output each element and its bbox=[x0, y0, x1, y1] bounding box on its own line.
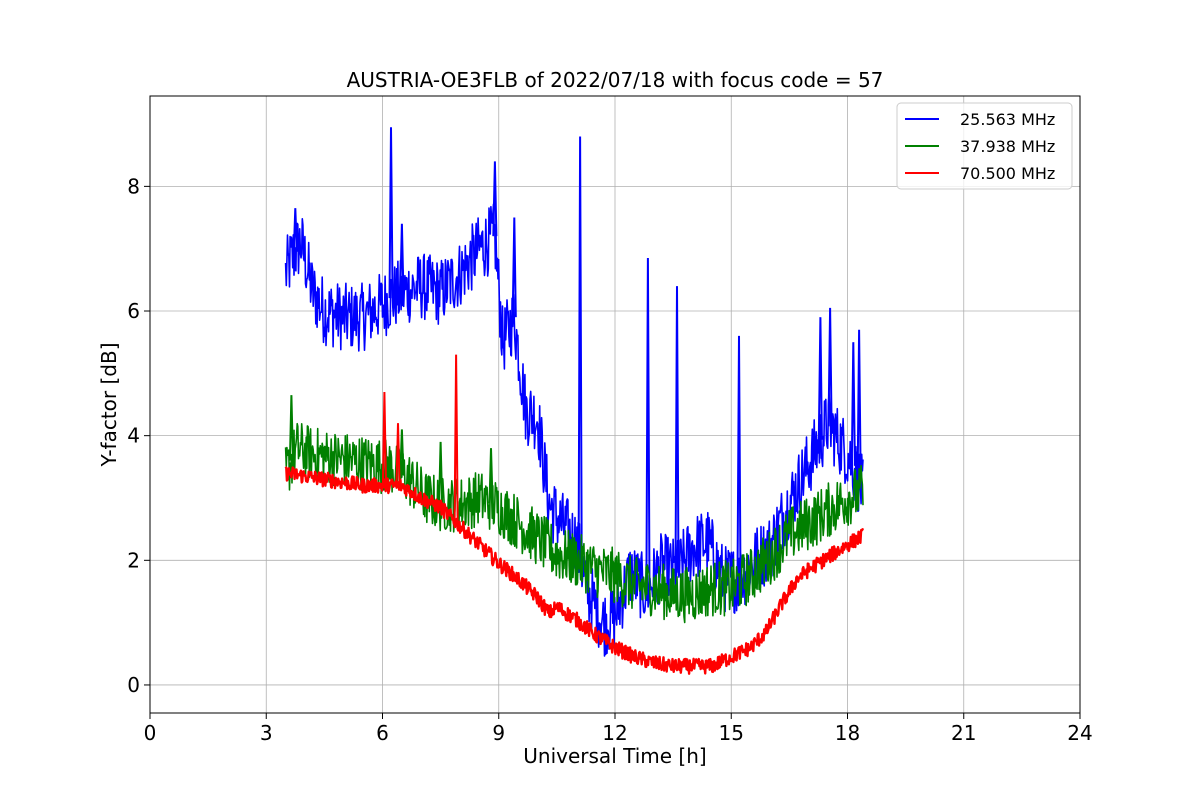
series-spike bbox=[292, 208, 298, 252]
series-70-500-mhz bbox=[284, 354, 865, 675]
x-tick-label: 18 bbox=[835, 721, 860, 745]
x-tick-label: 12 bbox=[602, 721, 627, 745]
series-spike bbox=[399, 429, 405, 475]
x-tick-label: 24 bbox=[1067, 721, 1092, 745]
series-spike bbox=[736, 335, 742, 580]
series-spike bbox=[577, 136, 583, 559]
x-tick-label: 9 bbox=[492, 721, 505, 745]
legend-box bbox=[896, 102, 1073, 190]
x-tick-label: 15 bbox=[719, 721, 744, 745]
legend: 25.563 MHz 37.938 MHz 70.500 MHz bbox=[896, 102, 1073, 190]
x-axis: 0 3 6 9 12 15 18 21 24 bbox=[144, 713, 1093, 745]
legend-label: 25.563 MHz bbox=[960, 110, 1055, 129]
series-line bbox=[284, 466, 865, 675]
series-spike bbox=[827, 307, 833, 427]
legend-label: 70.500 MHz bbox=[960, 164, 1055, 183]
y-tick-label: 2 bbox=[127, 548, 140, 572]
y-tick-label: 4 bbox=[127, 424, 140, 448]
series-spike bbox=[388, 127, 394, 299]
x-axis-label: Universal Time [h] bbox=[523, 744, 706, 768]
series-spike bbox=[381, 391, 387, 486]
series-spike bbox=[856, 329, 862, 482]
series-spike bbox=[850, 342, 856, 466]
y-tick-label: 6 bbox=[127, 299, 140, 323]
series-spike bbox=[399, 223, 405, 293]
y-axis: 0 2 4 6 8 bbox=[127, 174, 150, 697]
series-spike bbox=[511, 217, 517, 318]
series-spike bbox=[488, 448, 494, 504]
series-spike bbox=[492, 161, 498, 237]
series-37-938-mhz bbox=[284, 395, 864, 624]
x-tick-label: 0 bbox=[144, 721, 157, 745]
x-tick-label: 3 bbox=[260, 721, 273, 745]
chart-title: AUSTRIA-OE3FLB of 2022/07/18 with focus … bbox=[347, 68, 884, 92]
series-spike bbox=[288, 395, 294, 461]
series-spike bbox=[453, 354, 459, 523]
y-tick-label: 0 bbox=[127, 673, 140, 697]
legend-label: 37.938 MHz bbox=[960, 137, 1055, 156]
x-tick-label: 21 bbox=[951, 721, 976, 745]
series-spike bbox=[645, 257, 651, 589]
series-spike bbox=[395, 423, 401, 486]
y-tick-label: 8 bbox=[127, 174, 140, 198]
x-tick-label: 6 bbox=[376, 721, 389, 745]
series-line bbox=[284, 422, 864, 624]
series-spike bbox=[817, 317, 823, 440]
series-spike bbox=[438, 441, 444, 505]
series-spike bbox=[674, 286, 680, 573]
y-axis-label: Y-factor [dB] bbox=[97, 342, 121, 467]
series-layer bbox=[284, 127, 865, 675]
